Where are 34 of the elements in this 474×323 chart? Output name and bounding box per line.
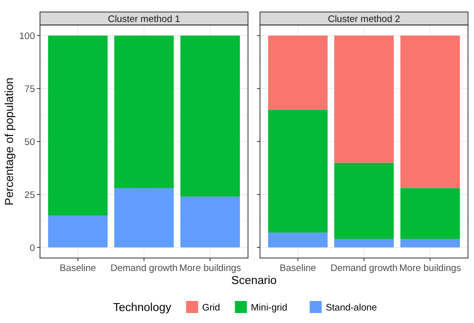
bar — [334, 36, 394, 163]
chart-title: Cluster method 2 — [328, 14, 400, 25]
legend-label: Mini-grid — [250, 302, 288, 314]
bar — [334, 238, 394, 248]
x-axis-title: Scenario — [231, 275, 277, 287]
y-tick-label: 100 — [19, 31, 35, 42]
y-tick-label: 75 — [24, 84, 35, 96]
legend-title: Technology — [113, 302, 172, 314]
bar — [180, 196, 240, 248]
x-tick-label: Demand growth — [330, 263, 398, 274]
bar — [400, 238, 460, 248]
bar — [180, 36, 240, 197]
bar — [114, 188, 174, 248]
y-axis-title: Percentage of population — [4, 78, 16, 206]
bar — [268, 36, 328, 110]
bar — [268, 110, 328, 233]
bar — [268, 232, 328, 248]
bar — [48, 216, 108, 248]
x-tick-label: Baseline — [60, 263, 96, 274]
y-tick-label: 50 — [24, 137, 35, 148]
bar — [48, 36, 108, 216]
bar — [400, 188, 460, 239]
y-tick-label: 0 — [30, 242, 35, 254]
x-tick-label: Demand growth — [110, 263, 178, 274]
legend-label: Stand-alone — [326, 302, 377, 314]
y-tick-label: 25 — [24, 190, 35, 201]
x-tick-label: Baseline — [280, 263, 316, 274]
x-tick-label: More buildings — [179, 263, 242, 274]
chart-title: Cluster method 1 — [108, 14, 180, 25]
bar — [400, 36, 460, 188]
bar — [334, 162, 394, 239]
legend-label: Grid — [202, 302, 220, 314]
bar — [114, 36, 174, 188]
x-tick-label: More buildings — [399, 263, 462, 274]
